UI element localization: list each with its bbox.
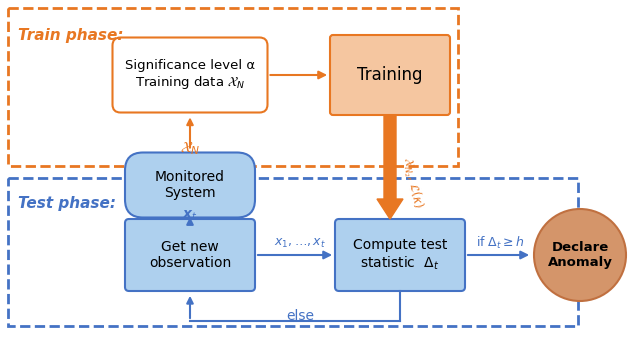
Text: Monitored
System: Monitored System — [155, 170, 225, 200]
FancyBboxPatch shape — [330, 35, 450, 115]
Text: Declare
Anomaly: Declare Anomaly — [548, 241, 612, 269]
FancyBboxPatch shape — [125, 152, 255, 217]
Text: $\mathcal{X}_{N_2},\, \mathcal{L}(\kappa)$: $\mathcal{X}_{N_2},\, \mathcal{L}(\kappa… — [398, 156, 426, 210]
Text: $\mathcal{X}_N$: $\mathcal{X}_N$ — [180, 139, 200, 157]
Bar — [8, 178, 578, 326]
FancyBboxPatch shape — [113, 38, 268, 113]
Text: Train phase:: Train phase: — [18, 28, 124, 43]
Text: $\boldsymbol{x}_t$: $\boldsymbol{x}_t$ — [182, 209, 198, 223]
Text: Test phase:: Test phase: — [18, 196, 116, 211]
Text: Get new
observation: Get new observation — [149, 240, 231, 270]
Text: $x_1,\ldots, x_t$: $x_1,\ldots, x_t$ — [274, 237, 326, 249]
Bar — [8, 8, 458, 166]
Polygon shape — [377, 115, 403, 219]
FancyBboxPatch shape — [335, 219, 465, 291]
Text: Compute test
statistic  $\Delta_t$: Compute test statistic $\Delta_t$ — [353, 238, 447, 272]
Circle shape — [534, 209, 626, 301]
Text: Training: Training — [357, 66, 423, 84]
Text: else: else — [286, 309, 314, 323]
Text: Significance level α
Training data $\mathcal{X}_N$: Significance level α Training data $\mat… — [125, 59, 255, 91]
Text: if $\Delta_t \geq h$: if $\Delta_t \geq h$ — [476, 235, 524, 251]
FancyBboxPatch shape — [125, 219, 255, 291]
